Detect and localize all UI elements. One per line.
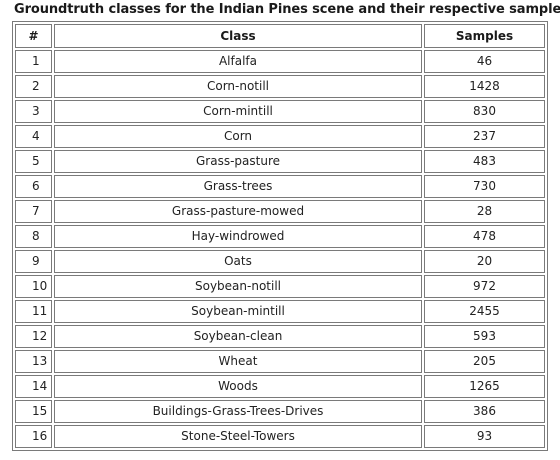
table-row: 5 Grass-pasture 483 [15, 150, 545, 173]
table-row: 2 Corn-notill 1428 [15, 75, 545, 98]
cell-index: 5 [15, 150, 52, 173]
cell-samples: 830 [424, 100, 545, 123]
header-samples: Samples [424, 24, 545, 48]
cell-samples: 93 [424, 425, 545, 448]
table-body: 1 Alfalfa 46 2 Corn-notill 1428 3 Corn-mintill 8… [15, 50, 545, 448]
cell-class: Grass-trees [54, 175, 422, 198]
table-row: 15 Buildings-Grass-Trees-Drives 386 [15, 400, 545, 423]
cell-index: 3 [15, 100, 52, 123]
cell-index: 9 [15, 250, 52, 273]
cell-samples: 205 [424, 350, 545, 373]
cell-class: Woods [54, 375, 422, 398]
cell-index: 1 [15, 50, 52, 73]
cell-index: 6 [15, 175, 52, 198]
cell-samples: 237 [424, 125, 545, 148]
cell-samples: 1428 [424, 75, 545, 98]
cell-index: 7 [15, 200, 52, 223]
cell-class: Corn [54, 125, 422, 148]
cell-class: Soybean-notill [54, 275, 422, 298]
cell-class: Grass-pasture [54, 150, 422, 173]
classes-table: # Class Samples 1 Alfalfa 46 2 Corn-notill 14… [12, 21, 548, 451]
cell-index: 11 [15, 300, 52, 323]
cell-samples: 972 [424, 275, 545, 298]
table-row: 12 Soybean-clean 593 [15, 325, 545, 348]
cell-class: Soybean-clean [54, 325, 422, 348]
header-index: # [15, 24, 52, 48]
cell-index: 12 [15, 325, 52, 348]
cell-samples: 28 [424, 200, 545, 223]
table-row: 14 Woods 1265 [15, 375, 545, 398]
table-row: 13 Wheat 205 [15, 350, 545, 373]
header-row: # Class Samples [15, 24, 545, 48]
cell-samples: 730 [424, 175, 545, 198]
table-row: 6 Grass-trees 730 [15, 175, 545, 198]
cell-index: 14 [15, 375, 52, 398]
cell-class: Hay-windrowed [54, 225, 422, 248]
cell-samples: 483 [424, 150, 545, 173]
cell-class: Alfalfa [54, 50, 422, 73]
cell-samples: 46 [424, 50, 545, 73]
cell-samples: 478 [424, 225, 545, 248]
cell-samples: 593 [424, 325, 545, 348]
table-row: 7 Grass-pasture-mowed 28 [15, 200, 545, 223]
cell-class: Buildings-Grass-Trees-Drives [54, 400, 422, 423]
cell-class: Oats [54, 250, 422, 273]
cell-samples: 1265 [424, 375, 545, 398]
cell-index: 15 [15, 400, 52, 423]
cell-index: 8 [15, 225, 52, 248]
cell-class: Grass-pasture-mowed [54, 200, 422, 223]
table-row: 10 Soybean-notill 972 [15, 275, 545, 298]
table-row: 11 Soybean-mintill 2455 [15, 300, 545, 323]
table-row: 4 Corn 237 [15, 125, 545, 148]
cell-index: 10 [15, 275, 52, 298]
cell-samples: 20 [424, 250, 545, 273]
table-header: # Class Samples [15, 24, 545, 48]
header-class: Class [54, 24, 422, 48]
cell-samples: 2455 [424, 300, 545, 323]
cell-samples: 386 [424, 400, 545, 423]
table-row: 3 Corn-mintill 830 [15, 100, 545, 123]
cell-class: Corn-notill [54, 75, 422, 98]
cell-class: Stone-Steel-Towers [54, 425, 422, 448]
cell-class: Corn-mintill [54, 100, 422, 123]
cell-index: 4 [15, 125, 52, 148]
table-caption: Groundtruth classes for the Indian Pines… [14, 2, 560, 17]
cell-index: 16 [15, 425, 52, 448]
table-row: 8 Hay-windrowed 478 [15, 225, 545, 248]
cell-index: 2 [15, 75, 52, 98]
cell-class: Soybean-mintill [54, 300, 422, 323]
table-row: 1 Alfalfa 46 [15, 50, 545, 73]
table-row: 9 Oats 20 [15, 250, 545, 273]
cell-index: 13 [15, 350, 52, 373]
cell-class: Wheat [54, 350, 422, 373]
table-row: 16 Stone-Steel-Towers 93 [15, 425, 545, 448]
